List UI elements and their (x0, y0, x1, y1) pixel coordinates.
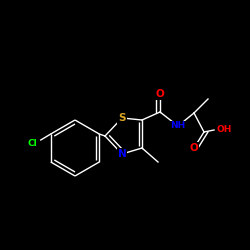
Text: S: S (118, 113, 126, 123)
Text: OH: OH (216, 126, 232, 134)
Text: NH: NH (170, 122, 186, 130)
Text: N: N (118, 149, 126, 159)
Text: Cl: Cl (28, 140, 38, 148)
Text: O: O (190, 143, 198, 153)
Text: O: O (156, 89, 164, 99)
